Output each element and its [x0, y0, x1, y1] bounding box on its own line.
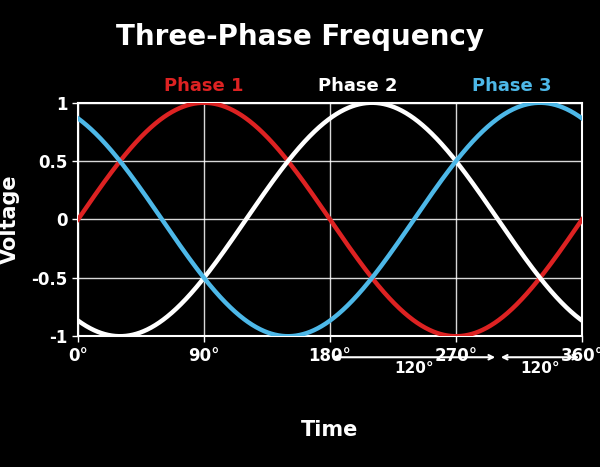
Text: Three-Phase Frequency: Three-Phase Frequency — [116, 23, 484, 51]
Text: Phase 1: Phase 1 — [164, 78, 244, 95]
Text: 120°: 120° — [394, 361, 434, 376]
Text: Phase 2: Phase 2 — [318, 78, 398, 95]
Text: Phase 3: Phase 3 — [472, 78, 552, 95]
Y-axis label: Voltage: Voltage — [0, 175, 20, 264]
Text: 120°: 120° — [520, 361, 560, 376]
X-axis label: Time: Time — [301, 420, 359, 440]
